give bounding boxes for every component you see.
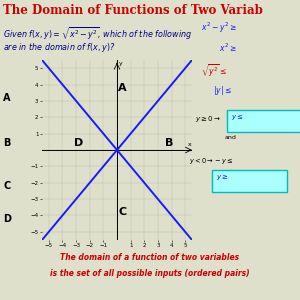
Text: $y \geq$: $y \geq$ [216, 172, 229, 182]
Text: and: and [225, 135, 237, 140]
Text: $y < 0 \rightarrow -y \leq$: $y < 0 \rightarrow -y \leq$ [189, 156, 234, 166]
Text: The domain of a function of two variables: The domain of a function of two variable… [60, 254, 240, 262]
Text: $x^2 \geq$: $x^2 \geq$ [219, 42, 237, 54]
Text: x: x [188, 142, 191, 147]
Text: are in the domain of $f(x, y)$?: are in the domain of $f(x, y)$? [3, 40, 116, 53]
Text: A: A [118, 83, 127, 93]
Text: $x^2 - y^2 \geq$: $x^2 - y^2 \geq$ [201, 21, 237, 35]
Text: B: B [3, 139, 10, 148]
Text: $|y| \leq$: $|y| \leq$ [213, 84, 232, 97]
Text: C: C [118, 207, 127, 217]
Text: $\sqrt{y^2} \leq$: $\sqrt{y^2} \leq$ [201, 63, 227, 80]
Text: The Domain of Functions of Two Variab: The Domain of Functions of Two Variab [3, 4, 263, 17]
Text: y: y [118, 61, 122, 66]
Text: $y \leq$: $y \leq$ [231, 112, 244, 122]
Text: C: C [3, 181, 10, 191]
Text: $y \geq 0 \rightarrow$: $y \geq 0 \rightarrow$ [195, 114, 221, 124]
Text: D: D [74, 139, 83, 148]
Text: B: B [165, 139, 173, 148]
Text: A: A [3, 93, 10, 103]
Text: D: D [3, 214, 11, 224]
Text: is the set of all possible inputs (ordered pairs): is the set of all possible inputs (order… [50, 268, 250, 278]
Text: Given $f(x, y) = \sqrt{x^2 - y^2}$, which of the following: Given $f(x, y) = \sqrt{x^2 - y^2}$, whic… [3, 26, 192, 43]
